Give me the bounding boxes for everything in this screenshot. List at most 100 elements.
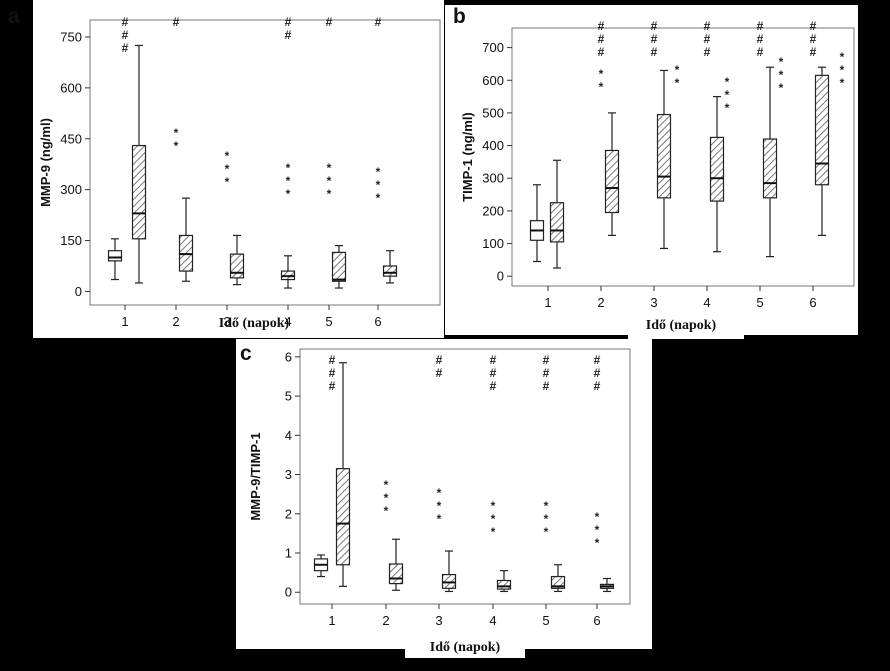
star-marker: * * *: [725, 75, 730, 115]
x-axis-label: Idő (napok): [430, 640, 501, 655]
star-symbol: *: [725, 88, 730, 102]
box-iqr: [496, 579, 512, 590]
hash-symbol: #: [490, 366, 497, 380]
box-iqr: [549, 202, 565, 243]
x-tick-label: 2: [172, 314, 179, 329]
hash-marker: # # #: [543, 353, 550, 393]
star-symbol: *: [286, 174, 291, 188]
plot-frame: [299, 348, 631, 605]
x-tick-label: 4: [703, 295, 710, 310]
star-symbol: *: [779, 68, 784, 82]
star-symbol: *: [286, 187, 291, 201]
hash-marker: #: [173, 15, 180, 29]
star-symbol: *: [595, 510, 600, 524]
panel-label: b: [453, 5, 466, 28]
box-iqr: [388, 563, 404, 585]
box-iqr: [656, 113, 672, 199]
hash-symbol: #: [329, 379, 336, 393]
star-marker: * *: [599, 67, 604, 94]
box-patient-day-4: [709, 95, 725, 253]
star-marker: * *: [174, 126, 179, 153]
box-iqr: [550, 575, 566, 589]
y-tick-label: 4: [285, 428, 292, 443]
star-symbol: *: [840, 50, 845, 64]
box-iqr: [382, 265, 398, 277]
x-tick-label: 3: [435, 613, 442, 628]
hash-symbol: #: [757, 45, 764, 59]
star-symbol: *: [675, 76, 680, 90]
x-tick-label: 3: [650, 295, 657, 310]
star-marker: * * *: [779, 55, 784, 95]
box-patient-day-3: [229, 234, 245, 286]
hash-symbol: #: [598, 19, 605, 33]
hash-symbol: #: [704, 45, 711, 59]
hash-symbol: #: [594, 366, 601, 380]
x-tick-label: 1: [121, 314, 128, 329]
box-patient-day-6: [814, 66, 830, 236]
box-iqr: [335, 468, 351, 566]
box-patient-day-5: [762, 66, 778, 258]
star-marker: * *: [675, 63, 680, 90]
hash-symbol: #: [329, 366, 336, 380]
hash-symbol: #: [122, 15, 129, 29]
hash-marker: #: [375, 15, 382, 29]
star-symbol: *: [779, 81, 784, 95]
panel-background: [33, 0, 444, 338]
hash-marker: # # #: [490, 353, 497, 393]
y-tick-label: 500: [482, 105, 504, 120]
star-symbol: *: [384, 478, 389, 492]
y-tick-label: 300: [482, 171, 504, 186]
hash-symbol: #: [122, 41, 129, 55]
y-tick-label: 600: [60, 80, 82, 95]
y-tick-label: 3: [285, 467, 292, 482]
hash-symbol: #: [285, 28, 292, 42]
star-symbol: *: [599, 80, 604, 94]
y-axis-label: TIMP-1 (ng/ml): [460, 112, 475, 202]
hash-symbol: #: [594, 379, 601, 393]
star-symbol: *: [225, 162, 230, 176]
hash-marker: # #: [285, 15, 292, 42]
hash-symbol: #: [651, 19, 658, 33]
box-patient-day-1: [549, 159, 565, 269]
x-tick-label: 4: [489, 613, 496, 628]
box-patient-day-6: [382, 250, 398, 284]
star-marker: * * *: [544, 499, 549, 539]
hash-symbol: #: [490, 379, 497, 393]
hash-marker: # #: [436, 353, 443, 380]
hash-symbol: #: [436, 353, 443, 367]
hash-symbol: #: [704, 32, 711, 46]
hash-symbol: #: [651, 45, 658, 59]
star-symbol: *: [376, 178, 381, 192]
hash-marker: #: [326, 15, 333, 29]
star-marker: * * *: [595, 510, 600, 550]
hash-symbol: #: [285, 15, 292, 29]
x-tick-label: 1: [544, 295, 551, 310]
hash-marker: # # #: [757, 19, 764, 59]
star-marker: * * *: [437, 486, 442, 526]
star-marker: * * *: [840, 50, 845, 90]
hash-symbol: #: [598, 45, 605, 59]
xlabel-background: [628, 314, 744, 339]
star-symbol: *: [544, 512, 549, 526]
y-tick-label: 0: [497, 269, 504, 284]
star-symbol: *: [327, 174, 332, 188]
box-patient-day-4: [496, 570, 512, 593]
box-patient-day-2: [604, 112, 620, 236]
star-symbol: *: [675, 63, 680, 77]
x-axis-label: Idő (napok): [646, 318, 717, 333]
hash-symbol: #: [490, 353, 497, 367]
star-symbol: *: [840, 63, 845, 77]
box-control-day-1: [107, 238, 123, 281]
star-symbol: *: [384, 504, 389, 518]
box-iqr: [709, 136, 725, 202]
hash-symbol: #: [810, 32, 817, 46]
panel-label: c: [240, 342, 252, 365]
box-patient-day-2: [178, 197, 194, 282]
star-symbol: *: [174, 139, 179, 153]
x-tick-label: 5: [325, 314, 332, 329]
star-symbol: *: [725, 75, 730, 89]
star-symbol: *: [174, 126, 179, 140]
star-marker: * * *: [327, 161, 332, 201]
